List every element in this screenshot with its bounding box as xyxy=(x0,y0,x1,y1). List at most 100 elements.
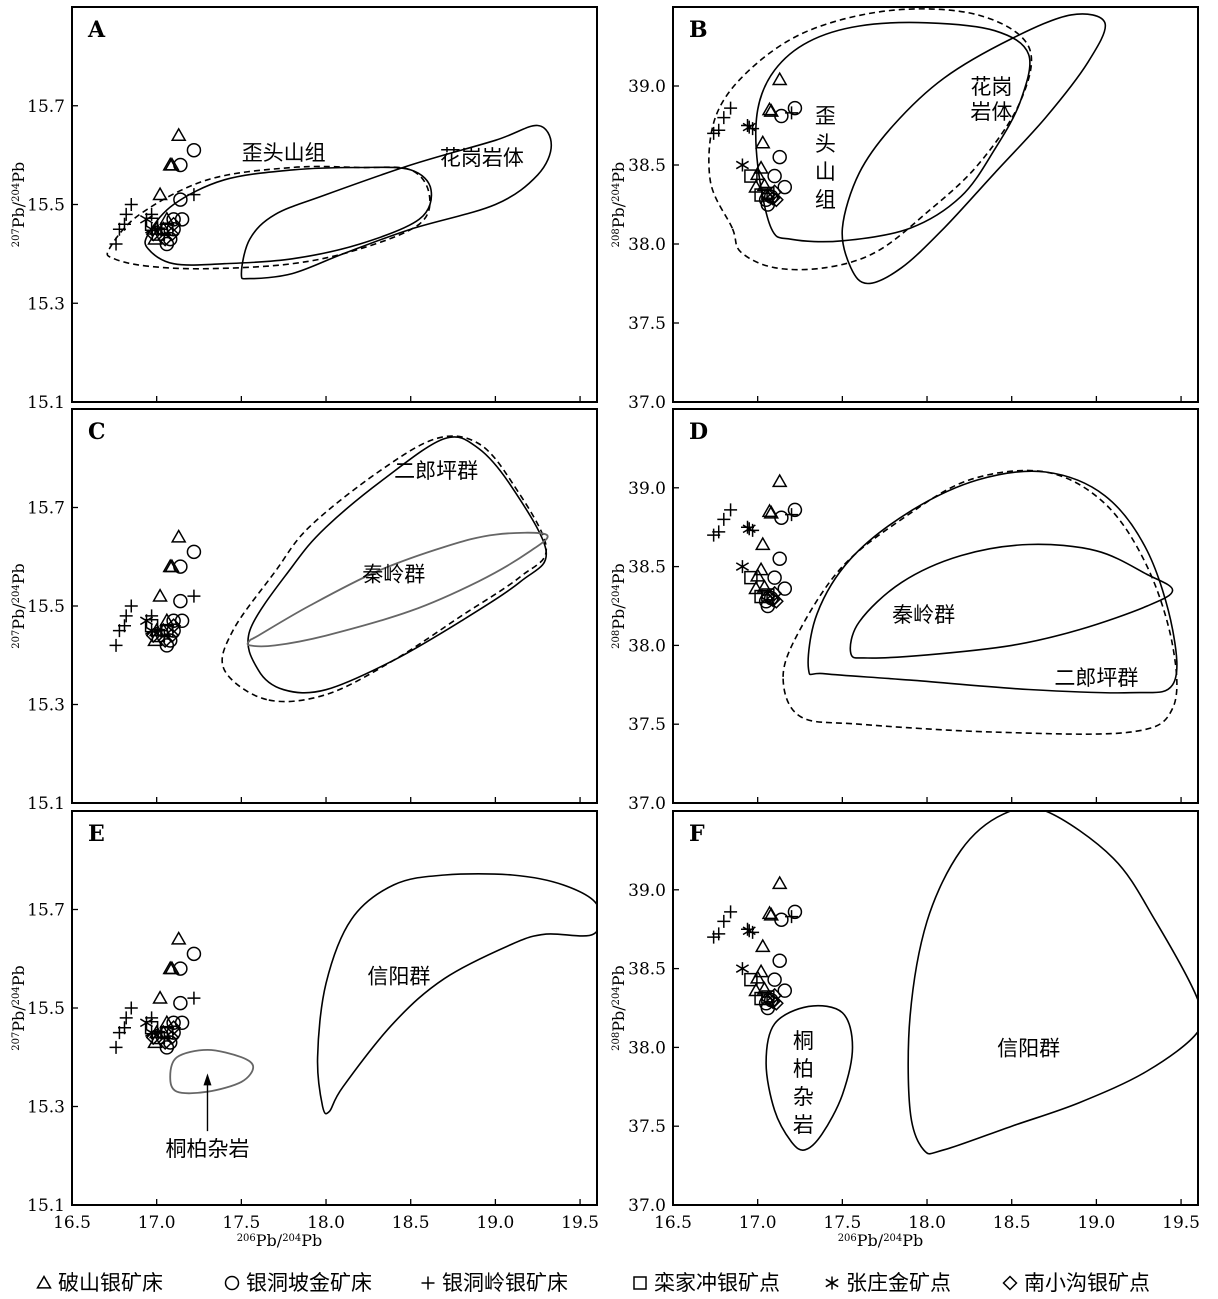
plot-frame xyxy=(672,408,1199,804)
point-triangle xyxy=(748,982,764,997)
point-circle xyxy=(787,904,803,920)
y-tick-label: 15.7 xyxy=(27,499,65,519)
point-circle xyxy=(787,502,803,518)
field-label: 秦岭群 xyxy=(362,562,425,586)
data-points xyxy=(109,127,202,252)
field-outline xyxy=(221,435,548,703)
point-triangle xyxy=(170,931,187,945)
point-circle xyxy=(166,613,181,629)
y-tick-label: 38.5 xyxy=(628,960,666,980)
legend-marker-circle xyxy=(224,1275,240,1291)
y-tick-label: 38.0 xyxy=(628,636,666,656)
legend-item: 破山银矿床 xyxy=(36,1271,163,1295)
point-circle xyxy=(173,157,188,173)
x-tick-label: 19.0 xyxy=(476,1213,514,1233)
point-asterisk xyxy=(742,522,756,536)
point-triangle xyxy=(756,981,773,995)
y-tick-label: 15.1 xyxy=(27,794,65,814)
field-label: 花岗 xyxy=(970,75,1012,99)
point-circle xyxy=(777,983,793,998)
point-triangle xyxy=(749,970,766,984)
point-triangle xyxy=(164,960,180,975)
point-triangle xyxy=(754,938,771,953)
point-plus xyxy=(717,914,731,928)
plot-frame xyxy=(672,810,1199,1206)
field-outline xyxy=(754,21,1031,243)
y-axis-title: 207Pb/204Pb xyxy=(9,965,28,1051)
point-triangle xyxy=(771,875,788,890)
point-circle xyxy=(767,168,782,184)
data-points xyxy=(707,875,803,1016)
y-tick-label: 37.0 xyxy=(628,393,666,413)
x-tick-label: 18.5 xyxy=(993,1213,1031,1233)
point-diamond xyxy=(767,184,783,200)
panel-b: 37.0 37.5 38.0 38.5 39.0 208Pb/204Pb B 歪头山组 花岗岩体 xyxy=(609,6,1199,413)
panel-letter: C xyxy=(88,419,106,445)
point-plus xyxy=(785,508,799,522)
data-points xyxy=(109,931,202,1055)
x-tick-label: 17.5 xyxy=(222,1213,260,1233)
panel-letter: B xyxy=(689,17,708,43)
y-tick-label: 38.0 xyxy=(628,235,666,255)
point-plus xyxy=(119,609,133,623)
point-circle xyxy=(186,946,202,962)
field-outline xyxy=(841,13,1107,285)
point-diamond xyxy=(164,627,180,644)
y-tick-label: 37.0 xyxy=(628,1196,666,1216)
x-tick-label: 19.0 xyxy=(1077,1213,1115,1233)
point-circle xyxy=(774,108,789,124)
y-tick-label: 15.7 xyxy=(27,97,65,117)
point-plus xyxy=(109,638,123,652)
x-tick-label: 17.0 xyxy=(138,1213,176,1233)
point-triangle xyxy=(756,177,773,192)
point-square xyxy=(744,169,758,183)
point-diamond xyxy=(768,192,784,208)
field-label: 柏 xyxy=(793,1057,814,1081)
point-diamond xyxy=(157,231,173,247)
point-triangle xyxy=(771,71,788,86)
field-label: 杂 xyxy=(793,1085,814,1109)
y-tick-label: 37.5 xyxy=(628,715,666,735)
y-tick-label: 15.3 xyxy=(27,294,65,314)
field-label: 桐柏杂岩 xyxy=(165,1137,249,1161)
panel-letter: D xyxy=(689,419,708,445)
point-plus xyxy=(118,1021,131,1035)
point-plus xyxy=(717,111,731,125)
field-outline xyxy=(849,543,1174,659)
x-tick-label: 16.5 xyxy=(654,1213,692,1233)
point-plus xyxy=(712,927,726,941)
point-diamond xyxy=(164,1029,180,1046)
point-asterisk xyxy=(742,924,756,938)
x-tick-label: 16.5 xyxy=(53,1213,91,1233)
point-diamond xyxy=(164,226,180,242)
field-outline xyxy=(316,873,597,1115)
point-triangle xyxy=(164,558,180,573)
y-tick-label: 39.0 xyxy=(628,77,666,97)
y-tick-label: 15.5 xyxy=(27,196,65,216)
point-plus xyxy=(724,905,738,919)
field-outline xyxy=(807,470,1178,694)
point-plus xyxy=(109,237,123,251)
plot-frame xyxy=(71,6,598,403)
legend: 破山银矿床 银洞坡金矿床 银洞岭银矿床 栾家冲银矿点 张庄金矿点 南小沟银矿点 xyxy=(36,1271,1150,1295)
legend-item: 栾家冲银矿点 xyxy=(633,1271,780,1295)
field-label: 头 xyxy=(815,132,836,156)
point-plus xyxy=(724,101,738,115)
point-square xyxy=(744,570,758,585)
point-circle xyxy=(772,953,787,968)
point-circle xyxy=(173,559,188,574)
point-plus xyxy=(118,217,131,231)
point-triangle xyxy=(756,579,773,593)
legend-item: 银洞坡金矿床 xyxy=(224,1271,372,1295)
panel-letter: E xyxy=(88,821,105,847)
point-triangle xyxy=(749,166,766,181)
legend-label: 张庄金矿点 xyxy=(846,1271,951,1295)
point-asterisk xyxy=(735,560,749,574)
field-label: 山 xyxy=(815,160,836,184)
point-circle xyxy=(166,1015,181,1031)
point-plus xyxy=(124,198,138,211)
y-tick-label: 15.5 xyxy=(27,597,65,617)
field-outline xyxy=(708,8,1033,271)
